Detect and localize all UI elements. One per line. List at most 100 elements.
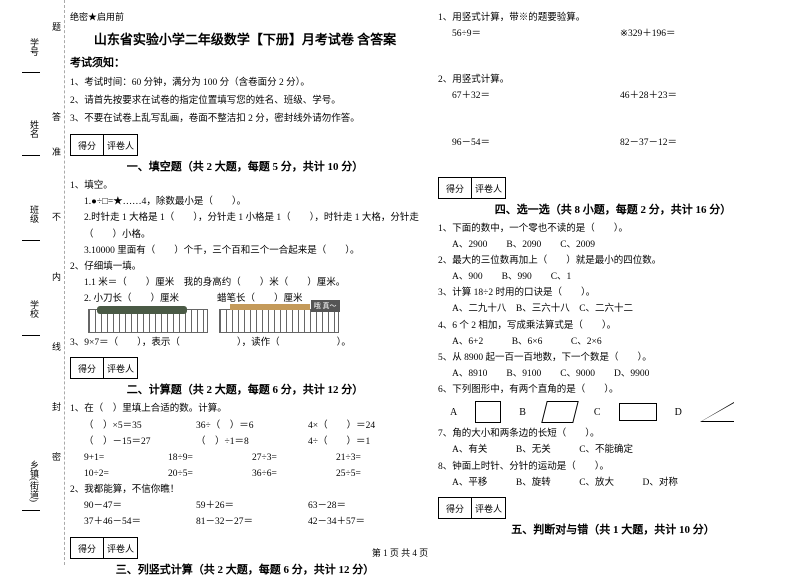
- calc-item: ※329＋196＝: [620, 26, 788, 42]
- calc-row: 37＋46－54＝ 81－32－27＝ 42－34＋57＝: [70, 514, 420, 530]
- score-box: 得分 评卷人: [438, 497, 788, 519]
- calc-row: （ ）×5＝35 36÷（ ）＝6 4×（ ）＝24: [70, 418, 420, 434]
- trapezoid-icon: [541, 401, 578, 423]
- calc-item: 36÷（ ）＝6: [196, 418, 308, 434]
- calc-item: （ ）－15＝27: [84, 434, 196, 450]
- shape-label: B: [519, 407, 526, 418]
- question: 1、下面的数中，一个零也不读的是（ ）。: [438, 221, 788, 237]
- calc-row: 90－47＝ 59＋26＝ 63－28＝: [70, 498, 420, 514]
- question: 7、角的大小和两条边的长短（ ）。: [438, 426, 788, 442]
- score-box: 得分 评卷人: [438, 177, 788, 199]
- triangle-icon: [700, 402, 734, 422]
- shape-label: C: [594, 407, 601, 418]
- calc-item: 67＋32＝: [452, 88, 620, 104]
- question: 6、下列图形中，有两个直角的是（ ）。: [438, 382, 788, 398]
- score-box: 得分 评卷人: [70, 134, 420, 156]
- calc-item: 36÷6=: [252, 466, 336, 482]
- bind-label: 姓名: [28, 120, 41, 138]
- bind-label: 学校: [28, 300, 41, 318]
- bind-line: [22, 72, 40, 73]
- calc-item: 27÷3=: [252, 450, 336, 466]
- section-heading: 一、填空题（共 2 大题，每题 5 分，共计 10 分）: [70, 158, 420, 174]
- calc-item: 56÷9＝: [452, 26, 620, 42]
- question: 3.10000 里面有（ ）个千，三个百和三个一合起来是（ ）。: [70, 243, 420, 259]
- calc-item: （ ）×5＝35: [84, 418, 196, 434]
- options: A、900 B、990 C、1: [438, 269, 788, 285]
- question: 2.时针走 1 大格是 1（ ），分针走 1 小格是 1（ ），时针走 1 大格…: [70, 210, 420, 242]
- calc-item: 10÷2=: [84, 466, 168, 482]
- notice-heading: 考试须知：: [70, 54, 420, 70]
- question: 2、仔细填一填。: [70, 259, 420, 275]
- question: 3、9×7＝（ ），表示（ ），读作（ ）。: [70, 335, 420, 351]
- calc-item: 37＋46－54＝: [84, 514, 196, 530]
- side-char: 封: [52, 400, 61, 413]
- score-cell: 评卷人: [472, 497, 506, 519]
- score-cell: 评卷人: [104, 134, 138, 156]
- calc-row: 67＋32＝ 46＋28＋23＝: [438, 88, 788, 104]
- calc-item: 46＋28＋23＝: [620, 88, 788, 104]
- shape-label: D: [675, 407, 682, 418]
- calc-item: 42－34＋57＝: [308, 514, 420, 530]
- question: 2、最大的三位数再加上（ ）就是最小的四位数。: [438, 253, 788, 269]
- side-char: 不: [52, 210, 61, 223]
- question: 8、钟面上时针、分针的运动是（ ）。: [438, 459, 788, 475]
- right-column: 1、用竖式计算，带※的题要验算。 56÷9＝ ※329＋196＝ 2、用竖式计算…: [438, 10, 788, 581]
- question: 2、用竖式计算。: [438, 72, 788, 88]
- options: A、有关 B、无关 C、不能确定: [438, 442, 788, 458]
- options: A、平移 B、旋转 C、放大 D、对称: [438, 475, 788, 491]
- section-heading: 四、选一选（共 8 小题，每题 2 分，共计 16 分）: [438, 201, 788, 217]
- section-heading: 三、列竖式计算（共 2 大题，每题 6 分，共计 12 分）: [70, 561, 420, 577]
- secret-label: 绝密★启用前: [70, 10, 420, 23]
- score-cell: 评卷人: [472, 177, 506, 199]
- calc-item: 4÷（ ）＝1: [308, 434, 420, 450]
- side-char: 线: [52, 340, 61, 353]
- calc-row: 56÷9＝ ※329＋196＝: [438, 26, 788, 42]
- section-heading: 二、计算题（共 2 大题，每题 6 分，共计 12 分）: [70, 381, 420, 397]
- page-body: 绝密★启用前 山东省实验小学二年级数学【下册】月考试卷 含答案 考试须知： 1、…: [70, 10, 790, 581]
- bind-label: 班级: [28, 205, 41, 223]
- options: A、6+2 B、6×6 C、2×6: [438, 334, 788, 350]
- bind-line: [22, 155, 40, 156]
- calc-row: 96－54＝ 82－37－12＝: [438, 135, 788, 151]
- question: 5、从 8900 起一百一百地数，下一个数是（ ）。: [438, 350, 788, 366]
- ruler-tag: 哦 真～: [311, 300, 340, 312]
- question: 1、用竖式计算，带※的题要验算。: [438, 10, 788, 26]
- question: 1.1 米＝（ ）厘米 我的身高约（ ）米（ ）厘米。: [70, 275, 420, 291]
- side-char: 准: [52, 145, 61, 158]
- calc-item: 90－47＝: [84, 498, 196, 514]
- section-heading: 五、判断对与错（共 1 大题，共计 10 分）: [438, 521, 788, 537]
- side-char: 内: [52, 270, 61, 283]
- bind-label: 乡镇(街道): [28, 460, 41, 502]
- calc-item: 18÷9=: [168, 450, 252, 466]
- shape-options: A B C D: [450, 401, 788, 423]
- notice-line: 2、请首先按要求在试卷的指定位置填写您的姓名、班级、学号。: [70, 92, 420, 110]
- calc-row: 10÷2= 20÷5= 36÷6= 25÷5=: [70, 466, 420, 482]
- bind-line: [22, 335, 40, 336]
- calc-item: 4×（ ）＝24: [308, 418, 420, 434]
- calc-item: （ ）÷1＝8: [196, 434, 308, 450]
- bind-label: 学号: [28, 38, 41, 56]
- side-char: 密: [52, 450, 61, 463]
- binding-margin: 学号 姓名 班级 学校 乡镇(街道) 题 答 准 不 内 线 封 密: [0, 0, 65, 565]
- calc-item: 81－32－27＝: [196, 514, 308, 530]
- exam-title: 山东省实验小学二年级数学【下册】月考试卷 含答案: [70, 29, 420, 48]
- calc-item: 96－54＝: [452, 135, 620, 151]
- question: 1.●÷□=★……4，除数最小是（ ）。: [70, 194, 420, 210]
- options: A、二九十八 B、三六十八 C、二六十二: [438, 301, 788, 317]
- bind-line: [22, 240, 40, 241]
- calc-item: 20÷5=: [168, 466, 252, 482]
- calc-item: 82－37－12＝: [620, 135, 788, 151]
- left-column: 绝密★启用前 山东省实验小学二年级数学【下册】月考试卷 含答案 考试须知： 1、…: [70, 10, 420, 581]
- question: 1、填空。: [70, 178, 420, 194]
- question: 3、计算 18÷2 时用的口诀是（ ）。: [438, 285, 788, 301]
- square-icon: [475, 401, 501, 423]
- options: A、8910 B、9100 C、9000 D、9900: [438, 366, 788, 382]
- score-cell: 得分: [438, 177, 472, 199]
- score-box: 得分 评卷人: [70, 357, 420, 379]
- calc-item: 63－28＝: [308, 498, 420, 514]
- calc-item: 25÷5=: [336, 466, 420, 482]
- question: 1、在（ ）里填上合适的数。计算。: [70, 401, 420, 417]
- calc-row: （ ）－15＝27 （ ）÷1＝8 4÷（ ）＝1: [70, 434, 420, 450]
- ruler-icon: 哦 真～: [219, 309, 339, 333]
- side-char: 题: [52, 20, 61, 33]
